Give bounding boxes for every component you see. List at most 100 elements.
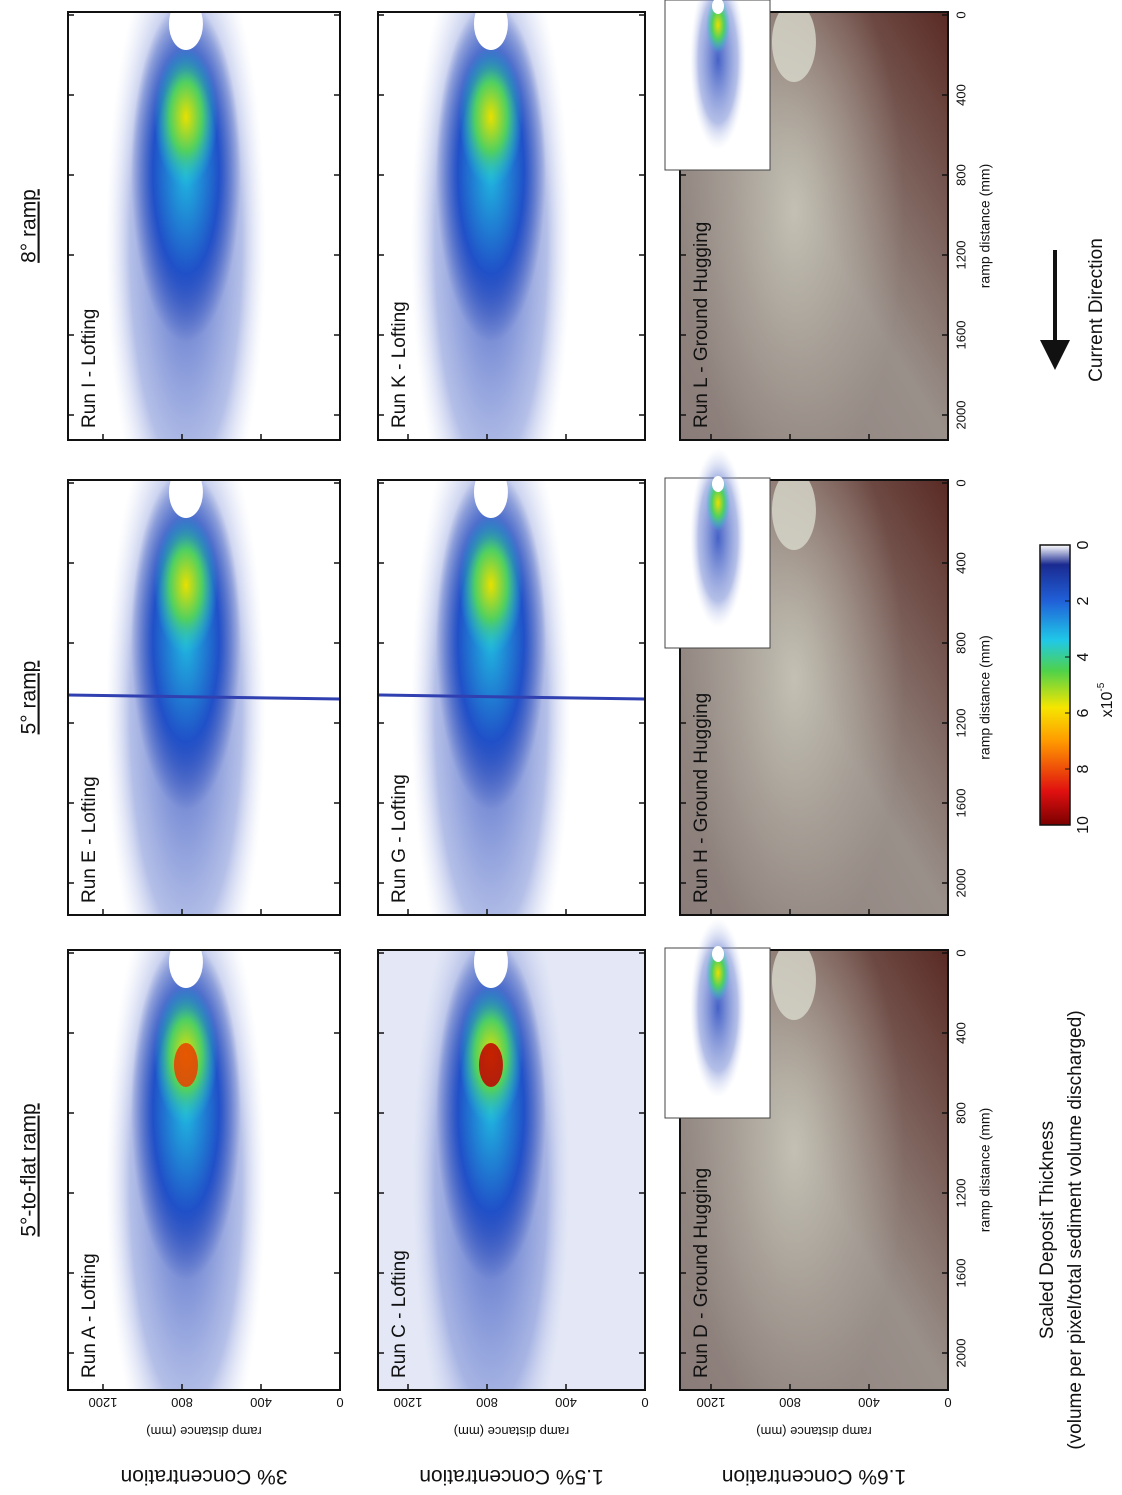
- run-label: Run H - Ground Hugging: [691, 693, 712, 903]
- run-label: Run L - Ground Hugging: [691, 222, 712, 428]
- deposit-core: [153, 515, 218, 655]
- panel: [378, 12, 645, 440]
- colorbar-tick-label: 4: [1075, 652, 1092, 661]
- row-label: 1.5% Concentration: [419, 1465, 603, 1488]
- x-tick-label: 800: [953, 1102, 968, 1124]
- y-tick-label: 1200: [697, 1395, 726, 1410]
- inset-core: [706, 475, 730, 531]
- run-label: Run D - Ground Hugging: [691, 1168, 712, 1378]
- arrow-head: [1040, 340, 1070, 370]
- x-tick-label: 0: [953, 11, 968, 18]
- run-label: Run G - Lofting: [389, 774, 410, 903]
- panel: [68, 950, 340, 1390]
- x-tick-label: 1200: [953, 1179, 968, 1208]
- run-label: Run A - Lofting: [79, 1253, 100, 1378]
- panel-frame: [67, 11, 341, 441]
- y-tick-label: 0: [641, 1395, 648, 1410]
- colorbar: [1039, 544, 1071, 826]
- x-tick-label: 1600: [953, 321, 968, 350]
- x-axis-label: ramp distance (mm): [977, 1108, 993, 1232]
- panel: [68, 12, 340, 440]
- inlet-hole: [168, 12, 203, 50]
- inlet-hole: [473, 950, 508, 988]
- deposit-peak: [478, 1043, 503, 1087]
- inset-core: [706, 0, 730, 53]
- y-tick-label: 400: [555, 1395, 577, 1410]
- deposit-core: [458, 515, 523, 655]
- panel-frame: [67, 479, 341, 916]
- x-axis-label: ramp distance (mm): [977, 164, 993, 288]
- y-axis-label: ramp distance (mm): [756, 1424, 872, 1439]
- inset-hole: [712, 0, 724, 14]
- deposit-peak: [173, 1043, 198, 1087]
- panel: [378, 480, 645, 915]
- row-label: 3% Concentration: [121, 1465, 288, 1488]
- inlet: [771, 480, 816, 550]
- run-label: Run C - Lofting: [389, 1250, 410, 1378]
- panel-frame: [679, 11, 949, 441]
- x-tick-label: 800: [953, 164, 968, 186]
- y-tick-label: 400: [250, 1395, 272, 1410]
- x-tick-label: 1600: [953, 1259, 968, 1288]
- inset-deposit: [690, 918, 746, 1098]
- colorbar-subtitle: (volume per pixel/total sediment volume …: [1065, 1010, 1086, 1449]
- inlet-hole: [168, 950, 203, 988]
- arrow-label: Current Direction: [1086, 238, 1107, 382]
- y-tick-label: 1200: [89, 1395, 118, 1410]
- figure-body: 5°-to-flat ramp 5° ramp 8° ramp 3% Concentr…: [18, 0, 1117, 1488]
- run-label: Run I - Lofting: [79, 309, 100, 428]
- y-tick-label: 800: [779, 1395, 801, 1410]
- x-axis-label: ramp distance (mm): [977, 635, 993, 759]
- x-tick-label: 0: [953, 479, 968, 486]
- panel: [378, 950, 645, 1390]
- panel-frame: [679, 949, 949, 1391]
- inlet: [771, 12, 816, 82]
- inlet-hole: [473, 12, 508, 50]
- inlet-hole: [168, 480, 203, 518]
- x-tick-label: 0: [953, 949, 968, 956]
- y-axis-label: ramp distance (mm): [146, 1424, 262, 1439]
- inset-core: [706, 945, 730, 1001]
- inset-deposit: [690, 0, 746, 150]
- x-tick-label: 400: [953, 84, 968, 106]
- panel-frame: [377, 11, 646, 441]
- inset-hole: [712, 476, 724, 492]
- row-label: 1.6% Concentration: [722, 1465, 906, 1488]
- y-tick-label: 0: [944, 1395, 951, 1410]
- streak: [68, 693, 340, 701]
- y-tick-label: 800: [171, 1395, 193, 1410]
- y-tick-label: 1200: [394, 1395, 423, 1410]
- x-tick-label: 1200: [953, 241, 968, 270]
- column-title: 5°-to-flat ramp: [18, 1103, 41, 1236]
- panel-frame: [67, 949, 341, 1391]
- y-tick-label: 800: [476, 1395, 498, 1410]
- deposit-core: [458, 47, 523, 187]
- x-tick-label: 1200: [953, 709, 968, 738]
- y-axis-label: ramp distance (mm): [454, 1424, 570, 1439]
- x-tick-label: 2000: [953, 869, 968, 898]
- multiplier-base: x10: [1099, 691, 1116, 717]
- multiplier-exponent: -5: [1096, 682, 1107, 691]
- x-tick-label: 400: [953, 1022, 968, 1044]
- panel-frame: [377, 479, 646, 916]
- inlet-hole: [473, 480, 508, 518]
- panel-frame: [679, 479, 949, 916]
- colorbar-tick-label: 2: [1075, 596, 1092, 605]
- deposit-core: [153, 47, 218, 187]
- colorbar-tick-label: 0: [1075, 540, 1092, 549]
- inlet: [771, 950, 816, 1020]
- colorbar-tick-label: 8: [1075, 764, 1092, 773]
- column-title: 5° ramp: [18, 661, 41, 735]
- colorbar-multiplier: x10-5: [1096, 682, 1117, 717]
- x-tick-label: 2000: [953, 401, 968, 430]
- panel: [68, 480, 340, 915]
- colorbar-title: Scaled Deposit Thickness: [1037, 1121, 1058, 1339]
- run-label: Run K - Lofting: [389, 301, 410, 428]
- x-tick-label: 400: [953, 552, 968, 574]
- x-tick-label: 1600: [953, 789, 968, 818]
- y-tick-label: 400: [858, 1395, 880, 1410]
- streak: [378, 693, 645, 701]
- x-tick-label: 800: [953, 632, 968, 654]
